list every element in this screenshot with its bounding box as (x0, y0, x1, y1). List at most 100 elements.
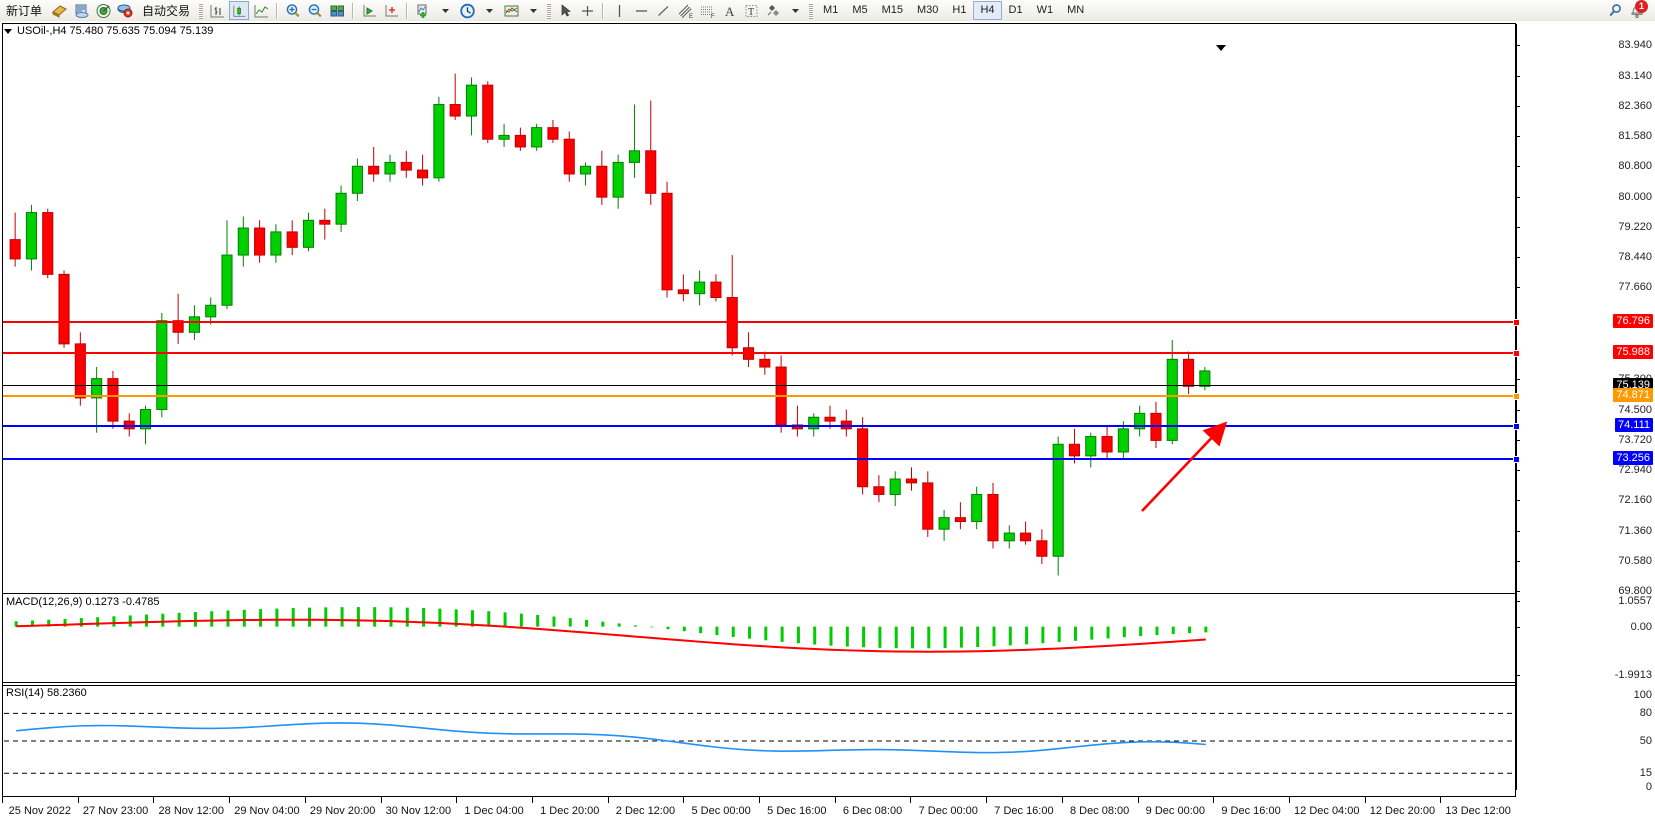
timeframe-m30[interactable]: M30 (917, 4, 939, 16)
candle (498, 123, 510, 147)
price-level-tag-entry[interactable]: 74.871 (1613, 388, 1653, 403)
time-tick (304, 797, 306, 803)
timeframe-h1[interactable]: H1 (952, 4, 967, 16)
chart-grid-icon[interactable] (327, 1, 347, 20)
price-level-line-current-price[interactable] (3, 384, 1516, 386)
time-axis-label: 25 Nov 2022 (8, 805, 72, 817)
navigator-icon[interactable] (93, 1, 113, 20)
time-tick (77, 797, 79, 803)
notification-bell-icon[interactable]: 1 (1627, 0, 1648, 20)
time-tick (1061, 797, 1063, 803)
time-tick (229, 797, 231, 803)
cursor-arrow-icon[interactable] (555, 1, 575, 20)
timeframe-h4[interactable]: H4 (973, 1, 1002, 20)
price-level-tag-support[interactable]: 74.111 (1614, 417, 1653, 432)
price-level-tag-resistance[interactable]: 76.796 (1613, 313, 1653, 328)
bar-chart-icon[interactable] (207, 1, 227, 20)
time-axis-label: 6 Dec 08:00 (842, 805, 903, 817)
timeframe-m5[interactable]: M5 (852, 4, 868, 16)
expert-advisor-icon[interactable] (49, 1, 69, 20)
time-axis-label: 29 Nov 20:00 (309, 805, 376, 817)
time-axis[interactable]: 25 Nov 2022 27 Nov 23:00 28 Nov 12:00 29 No… (2, 797, 1516, 819)
timeframe-mn[interactable]: MN (1067, 4, 1085, 16)
chart-canvas[interactable]: USOil-,H4 75.480 75.635 75.094 75.139 83… (0, 21, 1655, 821)
toolbar-grip-3[interactable] (809, 2, 814, 19)
toolbar-separator-4 (602, 2, 605, 19)
price-level-handle[interactable] (1513, 422, 1520, 430)
trendline-icon[interactable] (653, 1, 673, 20)
price-axis-label: 83.940 (1618, 39, 1652, 51)
price-level-handle[interactable] (1513, 393, 1520, 401)
bullish-arrow-annotation[interactable] (1130, 411, 1240, 521)
toolbar-grip[interactable] (199, 2, 204, 19)
vertical-line-icon[interactable] (609, 1, 629, 20)
price-level-line-support[interactable] (3, 455, 1520, 463)
svg-text:E: E (689, 14, 693, 19)
candle (710, 274, 722, 302)
objects-icon[interactable] (763, 1, 783, 20)
time-tick (607, 797, 609, 803)
search-icon[interactable] (1605, 1, 1625, 20)
time-axis-label: 5 Dec 16:00 (767, 805, 827, 817)
line-chart-icon[interactable] (251, 1, 271, 20)
macd-series (14, 607, 1208, 653)
timeframe-w1[interactable]: W1 (1036, 4, 1054, 16)
price-level-line-entry[interactable] (3, 393, 1520, 401)
auto-scroll-icon[interactable] (359, 1, 379, 20)
zoom-out-icon[interactable] (305, 1, 325, 20)
price-tick (1516, 106, 1520, 107)
candle (319, 208, 331, 240)
text-label-icon[interactable]: T (741, 1, 761, 20)
price-level-handle[interactable] (1513, 318, 1520, 326)
price-level-tag-support[interactable]: 73.256 (1613, 450, 1653, 465)
svg-text:F: F (711, 14, 715, 19)
periods-clock-icon[interactable] (457, 1, 477, 20)
chart-symbol-header[interactable]: USOil-,H4 75.480 75.635 75.094 75.139 (4, 25, 213, 37)
fibonacci-retracement-icon[interactable]: F (697, 1, 717, 20)
horizontal-line-icon[interactable] (631, 1, 651, 20)
autotrading-button[interactable]: 自动交易 (142, 3, 191, 18)
crosshair-icon[interactable] (577, 1, 597, 20)
price-level-tag-resistance[interactable]: 75.988 (1613, 345, 1653, 360)
price-level-line-resistance[interactable] (3, 350, 1520, 358)
new-order-button[interactable]: 新订单 (6, 3, 43, 18)
price-level-line-resistance[interactable] (3, 318, 1520, 326)
timeframe-m1[interactable]: M1 (823, 4, 839, 16)
price-level-line-support[interactable] (3, 422, 1520, 430)
candle (971, 486, 983, 530)
candle (351, 158, 363, 201)
price-level-handle[interactable] (1513, 350, 1520, 358)
candle (1036, 529, 1048, 564)
toolbar-grip-2[interactable] (547, 2, 552, 19)
macd-tick (1516, 601, 1520, 602)
rsi-axis-label: 80 (1639, 707, 1652, 720)
candlestick-chart-icon[interactable] (229, 1, 250, 20)
periods-dropdown-arrow-icon[interactable] (479, 1, 499, 20)
templates-icon[interactable] (501, 1, 521, 20)
objects-dropdown-arrow-icon[interactable] (785, 1, 805, 20)
templates-dropdown-arrow-icon[interactable] (523, 1, 543, 20)
timeframe-m15[interactable]: M15 (881, 4, 903, 16)
candle (449, 73, 461, 120)
timeframe-d1[interactable]: D1 (1008, 4, 1023, 16)
candle (107, 370, 119, 429)
price-tick (1516, 227, 1520, 229)
price-level-handle[interactable] (1513, 455, 1520, 463)
price-axis-label: 72.160 (1618, 493, 1652, 506)
candle (335, 185, 347, 232)
time-tick (759, 797, 760, 803)
candle (1101, 424, 1113, 460)
price-tick (1516, 75, 1520, 77)
data-window-icon[interactable] (71, 1, 91, 20)
zoom-in-icon[interactable] (283, 1, 303, 20)
text-icon[interactable]: A (719, 1, 739, 20)
equidistant-channel-icon[interactable]: E (675, 1, 695, 20)
indicators-dropdown-arrow-icon[interactable] (435, 1, 455, 20)
candle (580, 162, 592, 186)
rsi-series (4, 712, 1512, 774)
indicators-icon[interactable] (413, 1, 433, 20)
chart-shift-icon[interactable] (381, 1, 401, 20)
chart-menu-triangle-icon[interactable] (4, 28, 12, 34)
autotrading-icon[interactable] (115, 1, 135, 20)
candle (775, 355, 787, 433)
